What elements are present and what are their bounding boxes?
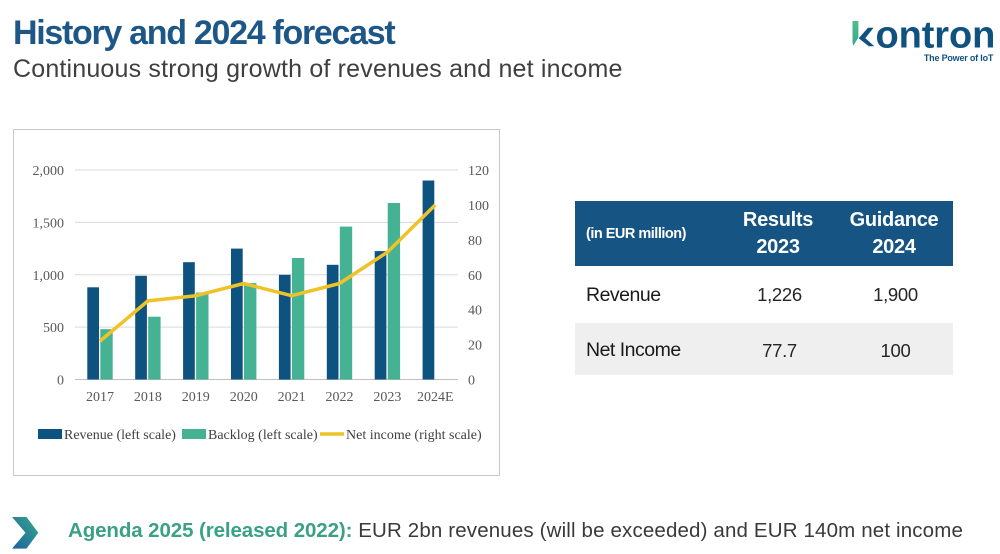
svg-text:ontron: ontron <box>876 15 996 57</box>
svg-text:80: 80 <box>468 234 482 249</box>
svg-text:2019: 2019 <box>182 390 210 405</box>
svg-text:2022: 2022 <box>326 390 354 405</box>
svg-text:0: 0 <box>468 374 475 389</box>
svg-text:60: 60 <box>468 269 482 284</box>
svg-text:2,000: 2,000 <box>33 164 65 179</box>
svg-text:2017: 2017 <box>86 390 114 405</box>
svg-text:2021: 2021 <box>278 390 306 405</box>
svg-text:2018: 2018 <box>134 390 162 405</box>
svg-text:1,000: 1,000 <box>33 269 65 284</box>
svg-text:100: 100 <box>468 199 489 214</box>
svg-text:40: 40 <box>468 304 482 319</box>
svg-text:2020: 2020 <box>230 390 258 405</box>
svg-text:0: 0 <box>57 374 64 389</box>
svg-text:1,500: 1,500 <box>33 216 65 231</box>
svg-text:2024E: 2024E <box>417 390 454 405</box>
svg-text:Revenue (left scale): Revenue (left scale) <box>64 428 176 443</box>
svg-text:The Power of IoT: The Power of IoT <box>924 53 994 63</box>
svg-text:120: 120 <box>468 164 489 179</box>
svg-text:Backlog (left scale): Backlog (left scale) <box>208 428 318 443</box>
svg-text:Net income (right scale): Net income (right scale) <box>346 428 482 443</box>
svg-text:20: 20 <box>468 339 482 354</box>
svg-text:2023: 2023 <box>373 390 401 405</box>
svg-text:500: 500 <box>43 321 64 336</box>
